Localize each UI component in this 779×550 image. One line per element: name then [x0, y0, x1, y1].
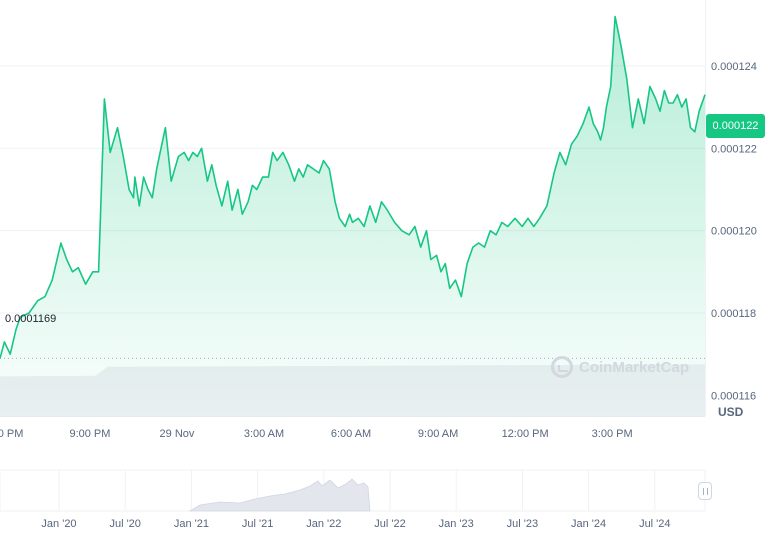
x-tick-label: 3:00 AM [244, 428, 284, 440]
x-tick-label: 9:00 PM [69, 428, 110, 440]
navigator-drag-handle[interactable] [698, 482, 712, 500]
range-navigator[interactable]: Jan '20 Jul '20 Jan '21 Jul '21 Jan '22 Jul '… [0, 469, 706, 530]
price-area-fill [0, 16, 705, 416]
x-tick-label: 3:00 PM [592, 428, 633, 440]
navigator-tick-label: Jul '23 [507, 518, 538, 530]
x-tick-label: 6:00 PM [0, 428, 23, 440]
navigator-tick-label: Jul '22 [374, 518, 405, 530]
navigator-tick-label: Jul '24 [639, 518, 670, 530]
navigator-tick-label: Jan '20 [41, 518, 76, 530]
watermark-text: CoinMarketCap [579, 358, 690, 376]
navigator-tick-label: Jul '20 [109, 518, 140, 530]
x-tick-label: 29 Nov [160, 428, 195, 440]
navigator-tick-label: Jul '21 [242, 518, 273, 530]
navigator-tick-label: Jan '24 [571, 518, 606, 530]
coinmarketcap-logo-icon [551, 356, 573, 378]
y-tick-label: 0.000120 [711, 226, 757, 238]
y-tick-label: 0.000116 [711, 390, 756, 402]
x-tick-label: 12:00 PM [502, 428, 549, 440]
current-price-badge: 0.000122 [706, 114, 765, 138]
x-axis-ticks: 6:00 PM 9:00 PM 29 Nov 3:00 AM 6:00 AM 9:00 A… [0, 428, 633, 440]
y-tick-label: 0.000124 [711, 61, 757, 73]
y-tick-label: 0.000118 [711, 308, 756, 320]
y-tick-label: 0.000122 [711, 143, 757, 155]
price-area [0, 15, 706, 416]
x-tick-label: 9:00 AM [418, 428, 458, 440]
y-axis-ticks: 0.000124 0.000122 0.000120 0.000118 0.000116 [711, 61, 757, 403]
navigator-tick-label: Jan '22 [306, 518, 341, 530]
navigator-tick-label: Jan '23 [439, 518, 474, 530]
x-tick-label: 6:00 AM [331, 428, 371, 440]
watermark: CoinMarketCap [551, 356, 689, 378]
navigator-tick-label: Jan '21 [174, 518, 209, 530]
price-line [0, 15, 706, 359]
currency-label: USD [718, 405, 744, 419]
start-price-label: 0.0001169 [5, 313, 57, 325]
navigator-mini-area [188, 478, 371, 512]
